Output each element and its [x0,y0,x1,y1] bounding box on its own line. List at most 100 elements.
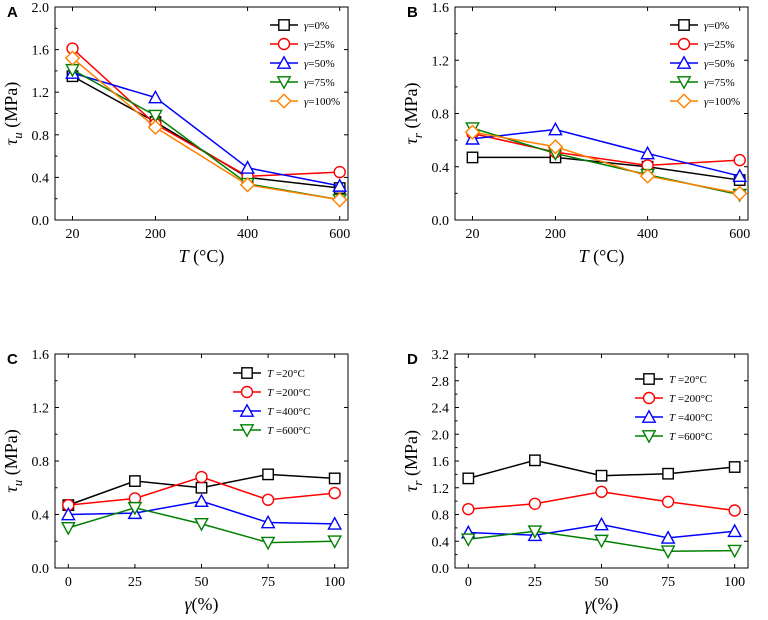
series-line [472,156,740,181]
y-tick-label: 0.8 [432,509,450,524]
y-tick-label: 0.0 [32,562,50,577]
data-point [732,185,748,202]
x-tick-label: 75 [261,575,275,590]
legend-entry: γ=100% [704,96,740,108]
y-tick-label: 1.2 [32,402,50,417]
legend-d: T =20°C T =200°C T =400°C T =600°C [635,373,712,444]
data-point [148,89,163,104]
legend-entry: γ=50% [704,58,735,70]
data-point [194,493,209,508]
legend-entry: γ=25% [704,39,735,51]
series-line [72,47,340,178]
x-axis-label-c: γ(%) [184,594,218,615]
data-point [662,467,674,480]
x-tick-label: 100 [324,575,345,590]
data-point [262,468,274,481]
legend-b: γ=0% γ=25% γ=50% γ=75% γ=100% [670,19,740,109]
x-axis-label-b: T (°C) [579,246,625,267]
data-point [60,521,76,536]
data-point [328,472,341,485]
data-point [261,493,275,506]
data-point [327,535,343,549]
series-d-1 [462,485,741,517]
series-b-0 [466,151,746,186]
x-tick-label: 25 [128,575,142,590]
panel-b: B 0.0 0.4 0.8 1.2 1.6 20 200 400 600 T (°C) τr (MPa… [401,1,750,267]
y-tick-label: 0.4 [32,509,50,524]
y-tick-label: 2.8 [432,375,450,390]
y-tick-label: 2.0 [432,428,450,443]
y-tick-label: 2.0 [32,1,50,16]
x-tick-label: 50 [595,575,609,590]
series-c-2 [60,493,343,530]
series-line [72,69,340,201]
series-line [72,72,340,187]
series-line [472,131,740,195]
data-point [194,517,209,532]
data-point [147,119,164,136]
series-line [472,132,740,167]
legend-entry: T =400°C [669,412,712,424]
legend-marker [276,76,292,90]
data-point [639,168,656,184]
legend-c: T =20°C T =200°C T =400°C T =600°C [233,367,310,438]
y-tick-label: 1.2 [432,482,450,497]
series-line [72,75,340,189]
data-point [462,502,475,516]
y-tick-label: 0.0 [432,214,450,229]
data-point [195,470,208,484]
legend-marker [239,403,255,417]
legend-marker [277,37,291,51]
legend-marker [642,391,656,405]
data-point [462,472,475,485]
data-point [464,124,481,140]
y-axis-label-c: τu (MPa) [1,429,25,492]
y-tick-label: 1.6 [432,1,450,16]
series-line [472,127,740,196]
data-point [595,485,608,498]
x-tick-label: 25 [528,575,542,590]
y-axis-label-a: τu (MPa) [1,82,25,145]
legend-entry: γ=25% [304,39,335,51]
panel-letter-d: D [407,351,418,368]
series-line [472,128,740,177]
legend-entry: T =600°C [669,431,712,443]
data-point [727,544,743,559]
series-line [72,57,340,201]
data-point [148,109,163,124]
data-point [64,50,81,66]
x-axis-label-d: γ(%) [584,594,618,615]
data-point [733,153,746,167]
data-point [661,495,675,508]
series-a-4 [64,50,348,208]
legend-entry: γ=0% [704,20,729,32]
x-tick-label: 20 [66,227,80,242]
y-tick-label: 1.6 [432,455,450,470]
x-tick-label: 600 [729,227,750,242]
legend-marker [676,55,692,69]
series-d-3 [460,525,743,559]
legend-marker [643,373,655,385]
y-tick-label: 0.8 [32,129,50,144]
legend-marker [240,385,254,399]
legend-entry: T =200°C [267,387,310,399]
data-point [333,165,346,179]
data-point [728,461,741,473]
legend-marker [641,409,657,423]
data-point [594,516,609,531]
x-tick-label: 20 [466,227,480,242]
data-point [528,497,542,510]
data-point [260,536,276,551]
data-point [595,469,608,482]
data-point [548,121,563,136]
panel-letter-a: A [7,4,18,21]
data-point [460,533,476,547]
x-tick-label: 600 [329,227,350,242]
legend-marker [276,93,292,109]
data-point [129,475,141,487]
series-d-0 [462,454,741,485]
x-tick-label: 400 [237,227,258,242]
legend-entry: γ=75% [304,77,335,89]
data-point [594,534,609,549]
